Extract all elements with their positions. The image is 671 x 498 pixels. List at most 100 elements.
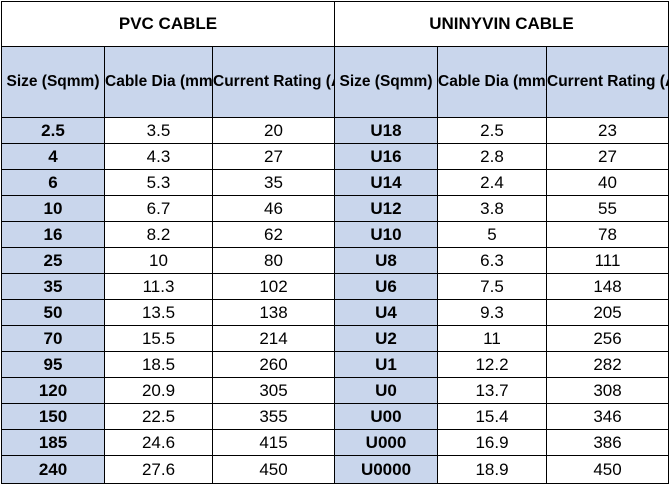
uninyvin-size-cell: U14 — [334, 169, 438, 196]
table-title-row: PVC CABLE UNINYVIN CABLE — [1, 1, 670, 47]
uninyvin-size-cell: U6 — [334, 273, 438, 300]
pvc-size-cell: 6 — [1, 169, 105, 196]
uninyvin-rating-cell: 450 — [545, 455, 670, 484]
pvc-size-header: Size (Sqmm) — [1, 46, 105, 118]
pvc-rating-cell: 260 — [212, 351, 335, 378]
pvc-dia-cell: 4.3 — [104, 143, 213, 170]
pvc-size-cell: 25 — [1, 247, 105, 274]
table-row: 6 5.3 35 U14 2.4 40 — [1, 169, 670, 196]
uninyvin-size-header: Size (Sqmm) — [334, 46, 438, 118]
pvc-dia-cell: 13.5 — [104, 299, 213, 326]
uninyvin-dia-cell: 2.8 — [437, 143, 547, 170]
table-row: 240 27.6 450 U0000 18.9 450 — [1, 455, 670, 484]
pvc-dia-header: Cable Dia (mm) — [104, 46, 213, 118]
uninyvin-rating-cell: 40 — [545, 169, 670, 196]
pvc-size-cell: 16 — [1, 221, 105, 248]
table-row: 120 20.9 305 U0 13.7 308 — [1, 377, 670, 404]
pvc-rating-cell: 415 — [212, 429, 335, 456]
column-header-row: Size (Sqmm) Cable Dia (mm) Current Ratin… — [1, 46, 670, 118]
uninyvin-dia-cell: 16.9 — [437, 429, 547, 456]
uninyvin-rating-cell: 23 — [545, 117, 670, 144]
uninyvin-dia-cell: 18.9 — [437, 455, 547, 484]
table-row: 35 11.3 102 U6 7.5 148 — [1, 273, 670, 300]
pvc-size-cell: 2.5 — [1, 117, 105, 144]
pvc-rating-cell: 305 — [212, 377, 335, 404]
uninyvin-dia-cell: 2.4 — [437, 169, 547, 196]
uninyvin-size-cell: U16 — [334, 143, 438, 170]
uninyvin-dia-cell: 3.8 — [437, 195, 547, 222]
pvc-rating-cell: 102 — [212, 273, 335, 300]
uninyvin-rating-header: Current Rating (Amp) — [545, 46, 670, 118]
pvc-rating-cell: 27 — [212, 143, 335, 170]
uninyvin-size-cell: U8 — [334, 247, 438, 274]
pvc-size-cell: 10 — [1, 195, 105, 222]
uninyvin-dia-cell: 12.2 — [437, 351, 547, 378]
pvc-dia-cell: 6.7 — [104, 195, 213, 222]
pvc-dia-cell: 11.3 — [104, 273, 213, 300]
uninyvin-dia-cell: 5 — [437, 221, 547, 248]
pvc-dia-cell: 22.5 — [104, 403, 213, 430]
uninyvin-rating-cell: 148 — [545, 273, 670, 300]
uninyvin-size-cell: U4 — [334, 299, 438, 326]
uninyvin-size-cell: U1 — [334, 351, 438, 378]
pvc-rating-cell: 35 — [212, 169, 335, 196]
table-row: 2.5 3.5 20 U18 2.5 23 — [1, 117, 670, 144]
pvc-rating-cell: 80 — [212, 247, 335, 274]
pvc-dia-cell: 18.5 — [104, 351, 213, 378]
uninyvin-rating-cell: 256 — [545, 325, 670, 352]
uninyvin-dia-cell: 11 — [437, 325, 547, 352]
pvc-rating-cell: 138 — [212, 299, 335, 326]
uninyvin-rating-cell: 111 — [545, 247, 670, 274]
pvc-dia-cell: 8.2 — [104, 221, 213, 248]
pvc-dia-cell: 10 — [104, 247, 213, 274]
uninyvin-cable-title: UNINYVIN CABLE — [333, 1, 670, 47]
pvc-rating-cell: 46 — [212, 195, 335, 222]
pvc-rating-cell: 20 — [212, 117, 335, 144]
uninyvin-dia-header: Cable Dia (mm) — [437, 46, 547, 118]
uninyvin-rating-cell: 308 — [545, 377, 670, 404]
pvc-size-cell: 4 — [1, 143, 105, 170]
table-row: 95 18.5 260 U1 12.2 282 — [1, 351, 670, 378]
uninyvin-rating-cell: 205 — [545, 299, 670, 326]
pvc-dia-cell: 24.6 — [104, 429, 213, 456]
table-row: 4 4.3 27 U16 2.8 27 — [1, 143, 670, 170]
uninyvin-size-cell: U18 — [334, 117, 438, 144]
pvc-dia-cell: 27.6 — [104, 455, 213, 484]
uninyvin-dia-cell: 15.4 — [437, 403, 547, 430]
uninyvin-rating-cell: 282 — [545, 351, 670, 378]
uninyvin-dia-cell: 7.5 — [437, 273, 547, 300]
pvc-size-cell: 70 — [1, 325, 105, 352]
uninyvin-dia-cell: 6.3 — [437, 247, 547, 274]
cable-spec-table: PVC CABLE UNINYVIN CABLE Size (Sqmm) Cab… — [1, 1, 670, 484]
uninyvin-size-cell: U10 — [334, 221, 438, 248]
pvc-dia-cell: 3.5 — [104, 117, 213, 144]
pvc-size-cell: 185 — [1, 429, 105, 456]
uninyvin-size-cell: U0000 — [334, 455, 438, 484]
table-row: 25 10 80 U8 6.3 111 — [1, 247, 670, 274]
pvc-cable-title: PVC CABLE — [1, 1, 335, 47]
pvc-dia-cell: 15.5 — [104, 325, 213, 352]
pvc-rating-cell: 62 — [212, 221, 335, 248]
pvc-rating-cell: 450 — [212, 455, 335, 484]
uninyvin-rating-cell: 27 — [545, 143, 670, 170]
pvc-size-cell: 240 — [1, 455, 105, 484]
pvc-dia-cell: 5.3 — [104, 169, 213, 196]
uninyvin-size-cell: U12 — [334, 195, 438, 222]
pvc-size-cell: 50 — [1, 299, 105, 326]
table-row: 10 6.7 46 U12 3.8 55 — [1, 195, 670, 222]
uninyvin-size-cell: U0 — [334, 377, 438, 404]
uninyvin-size-cell: U00 — [334, 403, 438, 430]
table-row: 70 15.5 214 U2 11 256 — [1, 325, 670, 352]
uninyvin-dia-cell: 13.7 — [437, 377, 547, 404]
table-row: 16 8.2 62 U10 5 78 — [1, 221, 670, 248]
uninyvin-rating-cell: 78 — [545, 221, 670, 248]
pvc-size-cell: 150 — [1, 403, 105, 430]
uninyvin-size-cell: U2 — [334, 325, 438, 352]
uninyvin-dia-cell: 2.5 — [437, 117, 547, 144]
uninyvin-dia-cell: 9.3 — [437, 299, 547, 326]
uninyvin-rating-cell: 386 — [545, 429, 670, 456]
pvc-rating-cell: 214 — [212, 325, 335, 352]
pvc-size-cell: 120 — [1, 377, 105, 404]
pvc-rating-cell: 355 — [212, 403, 335, 430]
table-row: 185 24.6 415 U000 16.9 386 — [1, 429, 670, 456]
